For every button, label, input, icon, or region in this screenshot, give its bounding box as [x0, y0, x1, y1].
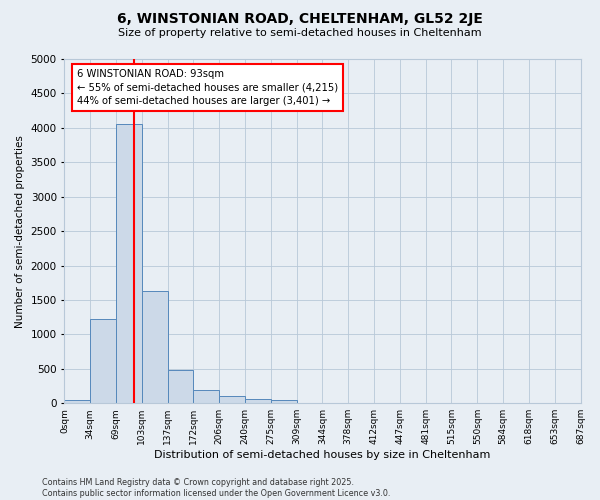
Text: Size of property relative to semi-detached houses in Cheltenham: Size of property relative to semi-detach… — [118, 28, 482, 38]
Bar — [219, 396, 245, 403]
Bar — [142, 291, 167, 403]
Bar — [90, 318, 116, 403]
Bar — [271, 400, 296, 403]
Bar — [193, 390, 219, 403]
X-axis label: Distribution of semi-detached houses by size in Cheltenham: Distribution of semi-detached houses by … — [154, 450, 491, 460]
Text: Contains HM Land Registry data © Crown copyright and database right 2025.
Contai: Contains HM Land Registry data © Crown c… — [42, 478, 391, 498]
Bar — [116, 124, 142, 403]
Bar — [64, 400, 90, 403]
Y-axis label: Number of semi-detached properties: Number of semi-detached properties — [15, 134, 25, 328]
Text: 6 WINSTONIAN ROAD: 93sqm
← 55% of semi-detached houses are smaller (4,215)
44% o: 6 WINSTONIAN ROAD: 93sqm ← 55% of semi-d… — [77, 70, 338, 106]
Text: 6, WINSTONIAN ROAD, CHELTENHAM, GL52 2JE: 6, WINSTONIAN ROAD, CHELTENHAM, GL52 2JE — [117, 12, 483, 26]
Bar — [245, 398, 271, 403]
Bar — [167, 370, 193, 403]
